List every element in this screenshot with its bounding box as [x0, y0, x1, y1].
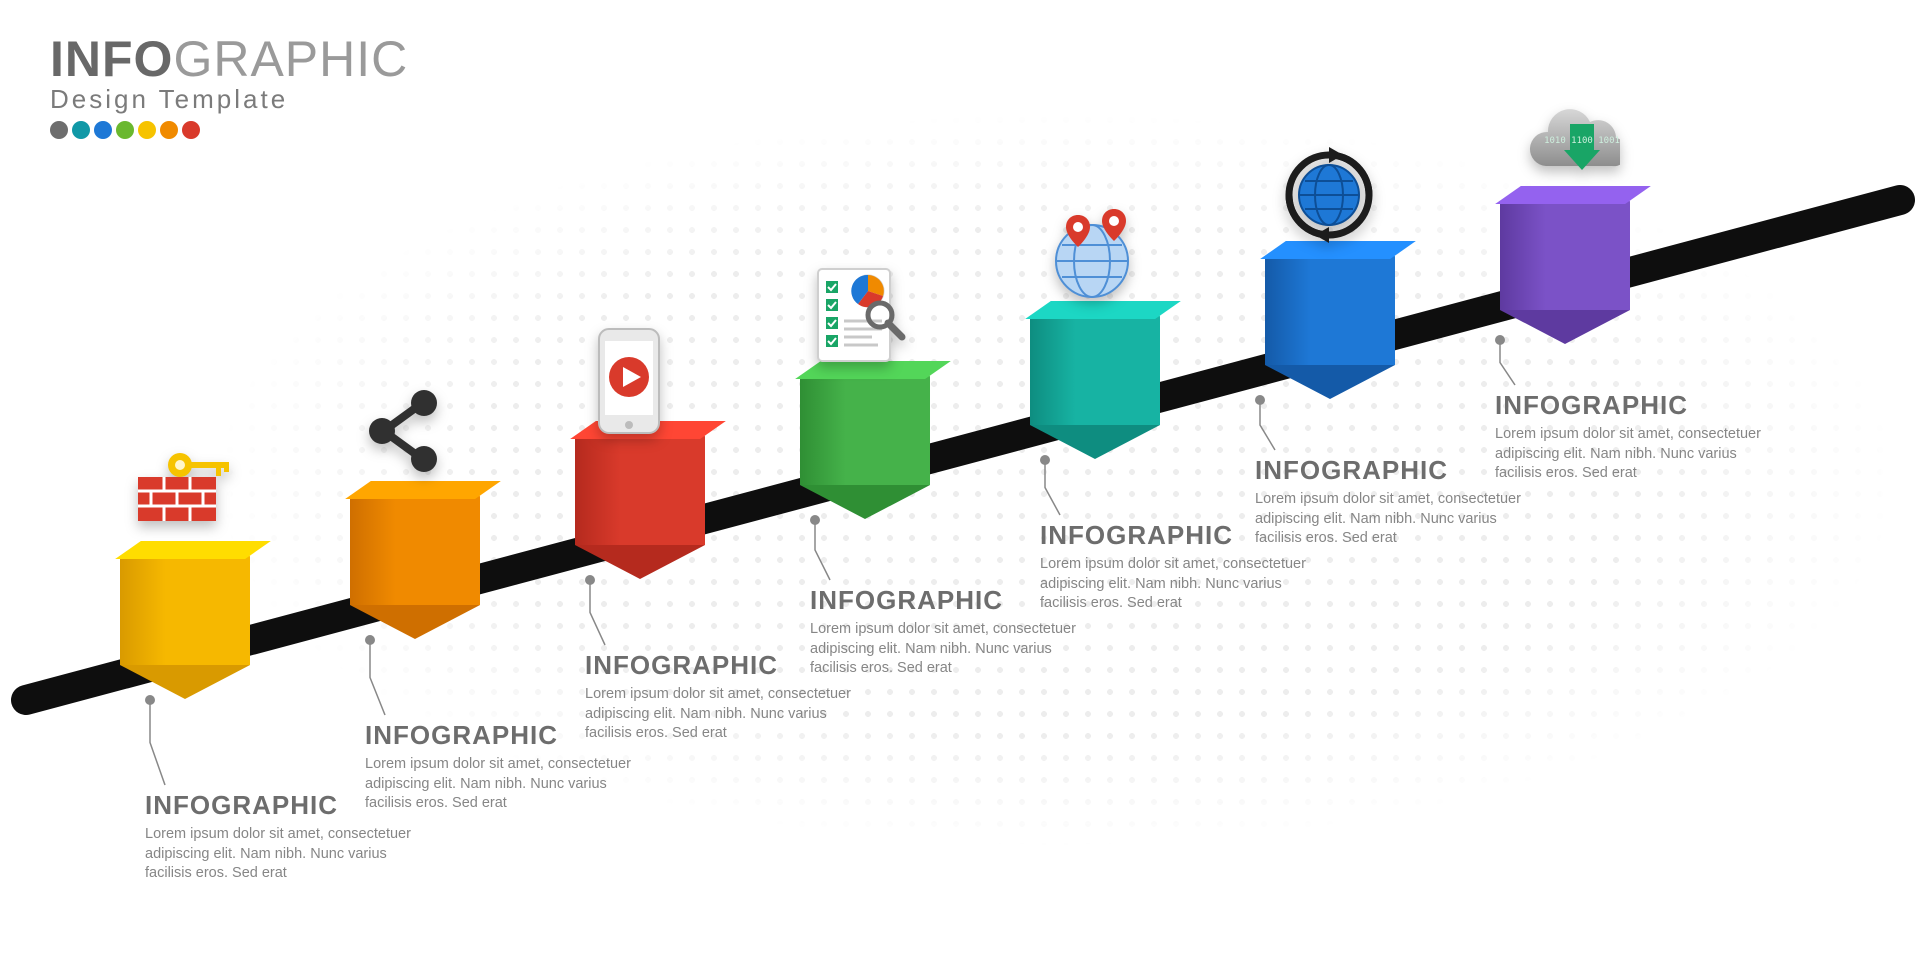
- leader-line: [145, 695, 165, 785]
- step-body: Lorem ipsum dolor sit amet, consectetuer…: [810, 620, 1100, 679]
- leader-line: [1040, 455, 1060, 515]
- step-3: [530, 435, 750, 579]
- cloud-download-icon: [1490, 90, 1640, 200]
- step-1: [75, 555, 295, 699]
- firewall-key-icon: [110, 445, 260, 555]
- globe-pins-icon: [1020, 205, 1170, 315]
- leader-line: [1255, 395, 1275, 450]
- leader-line: [810, 515, 830, 580]
- leader-line: [585, 575, 605, 645]
- header-dot: [160, 121, 178, 139]
- arrow-block: [800, 375, 930, 519]
- step-body: Lorem ipsum dolor sit amet, consectetuer…: [1255, 490, 1545, 549]
- phone-play-icon: [565, 325, 715, 435]
- arrow-block: [1265, 255, 1395, 399]
- header-dot: [72, 121, 90, 139]
- arrow-block: [1500, 200, 1630, 344]
- header-color-dots: [50, 121, 408, 139]
- step-heading: INFOGRAPHIC: [1495, 390, 1785, 421]
- subtitle: Design Template: [50, 84, 408, 115]
- arrow-block: [120, 555, 250, 699]
- step-7: [1455, 200, 1675, 344]
- step-body: Lorem ipsum dolor sit amet, consectetuer…: [365, 755, 655, 814]
- step-6: [1220, 255, 1440, 399]
- header-dot: [182, 121, 200, 139]
- step-4: [755, 375, 975, 519]
- header-dot: [138, 121, 156, 139]
- step-body: Lorem ipsum dolor sit amet, consectetuer…: [1495, 425, 1785, 484]
- step-5: [985, 315, 1205, 459]
- share-icon: [340, 385, 490, 495]
- globe-refresh-icon: [1255, 145, 1405, 255]
- header-dot: [94, 121, 112, 139]
- step-body: Lorem ipsum dolor sit amet, consectetuer…: [1040, 555, 1330, 614]
- page-title: INFOGRAPHIC Design Template: [50, 30, 408, 139]
- header-dot: [116, 121, 134, 139]
- header-dot: [50, 121, 68, 139]
- step-body: Lorem ipsum dolor sit amet, consectetuer…: [585, 685, 875, 744]
- report-search-icon: [790, 265, 940, 375]
- step-body: Lorem ipsum dolor sit amet, consectetuer…: [145, 825, 435, 884]
- step-2: [305, 495, 525, 639]
- title-bold: INFO: [50, 31, 173, 87]
- leader-line: [365, 635, 385, 715]
- arrow-block: [350, 495, 480, 639]
- arrow-block: [1030, 315, 1160, 459]
- title-light: GRAPHIC: [173, 31, 408, 87]
- step-7-text: INFOGRAPHIC Lorem ipsum dolor sit amet, …: [1495, 390, 1785, 484]
- arrow-block: [575, 435, 705, 579]
